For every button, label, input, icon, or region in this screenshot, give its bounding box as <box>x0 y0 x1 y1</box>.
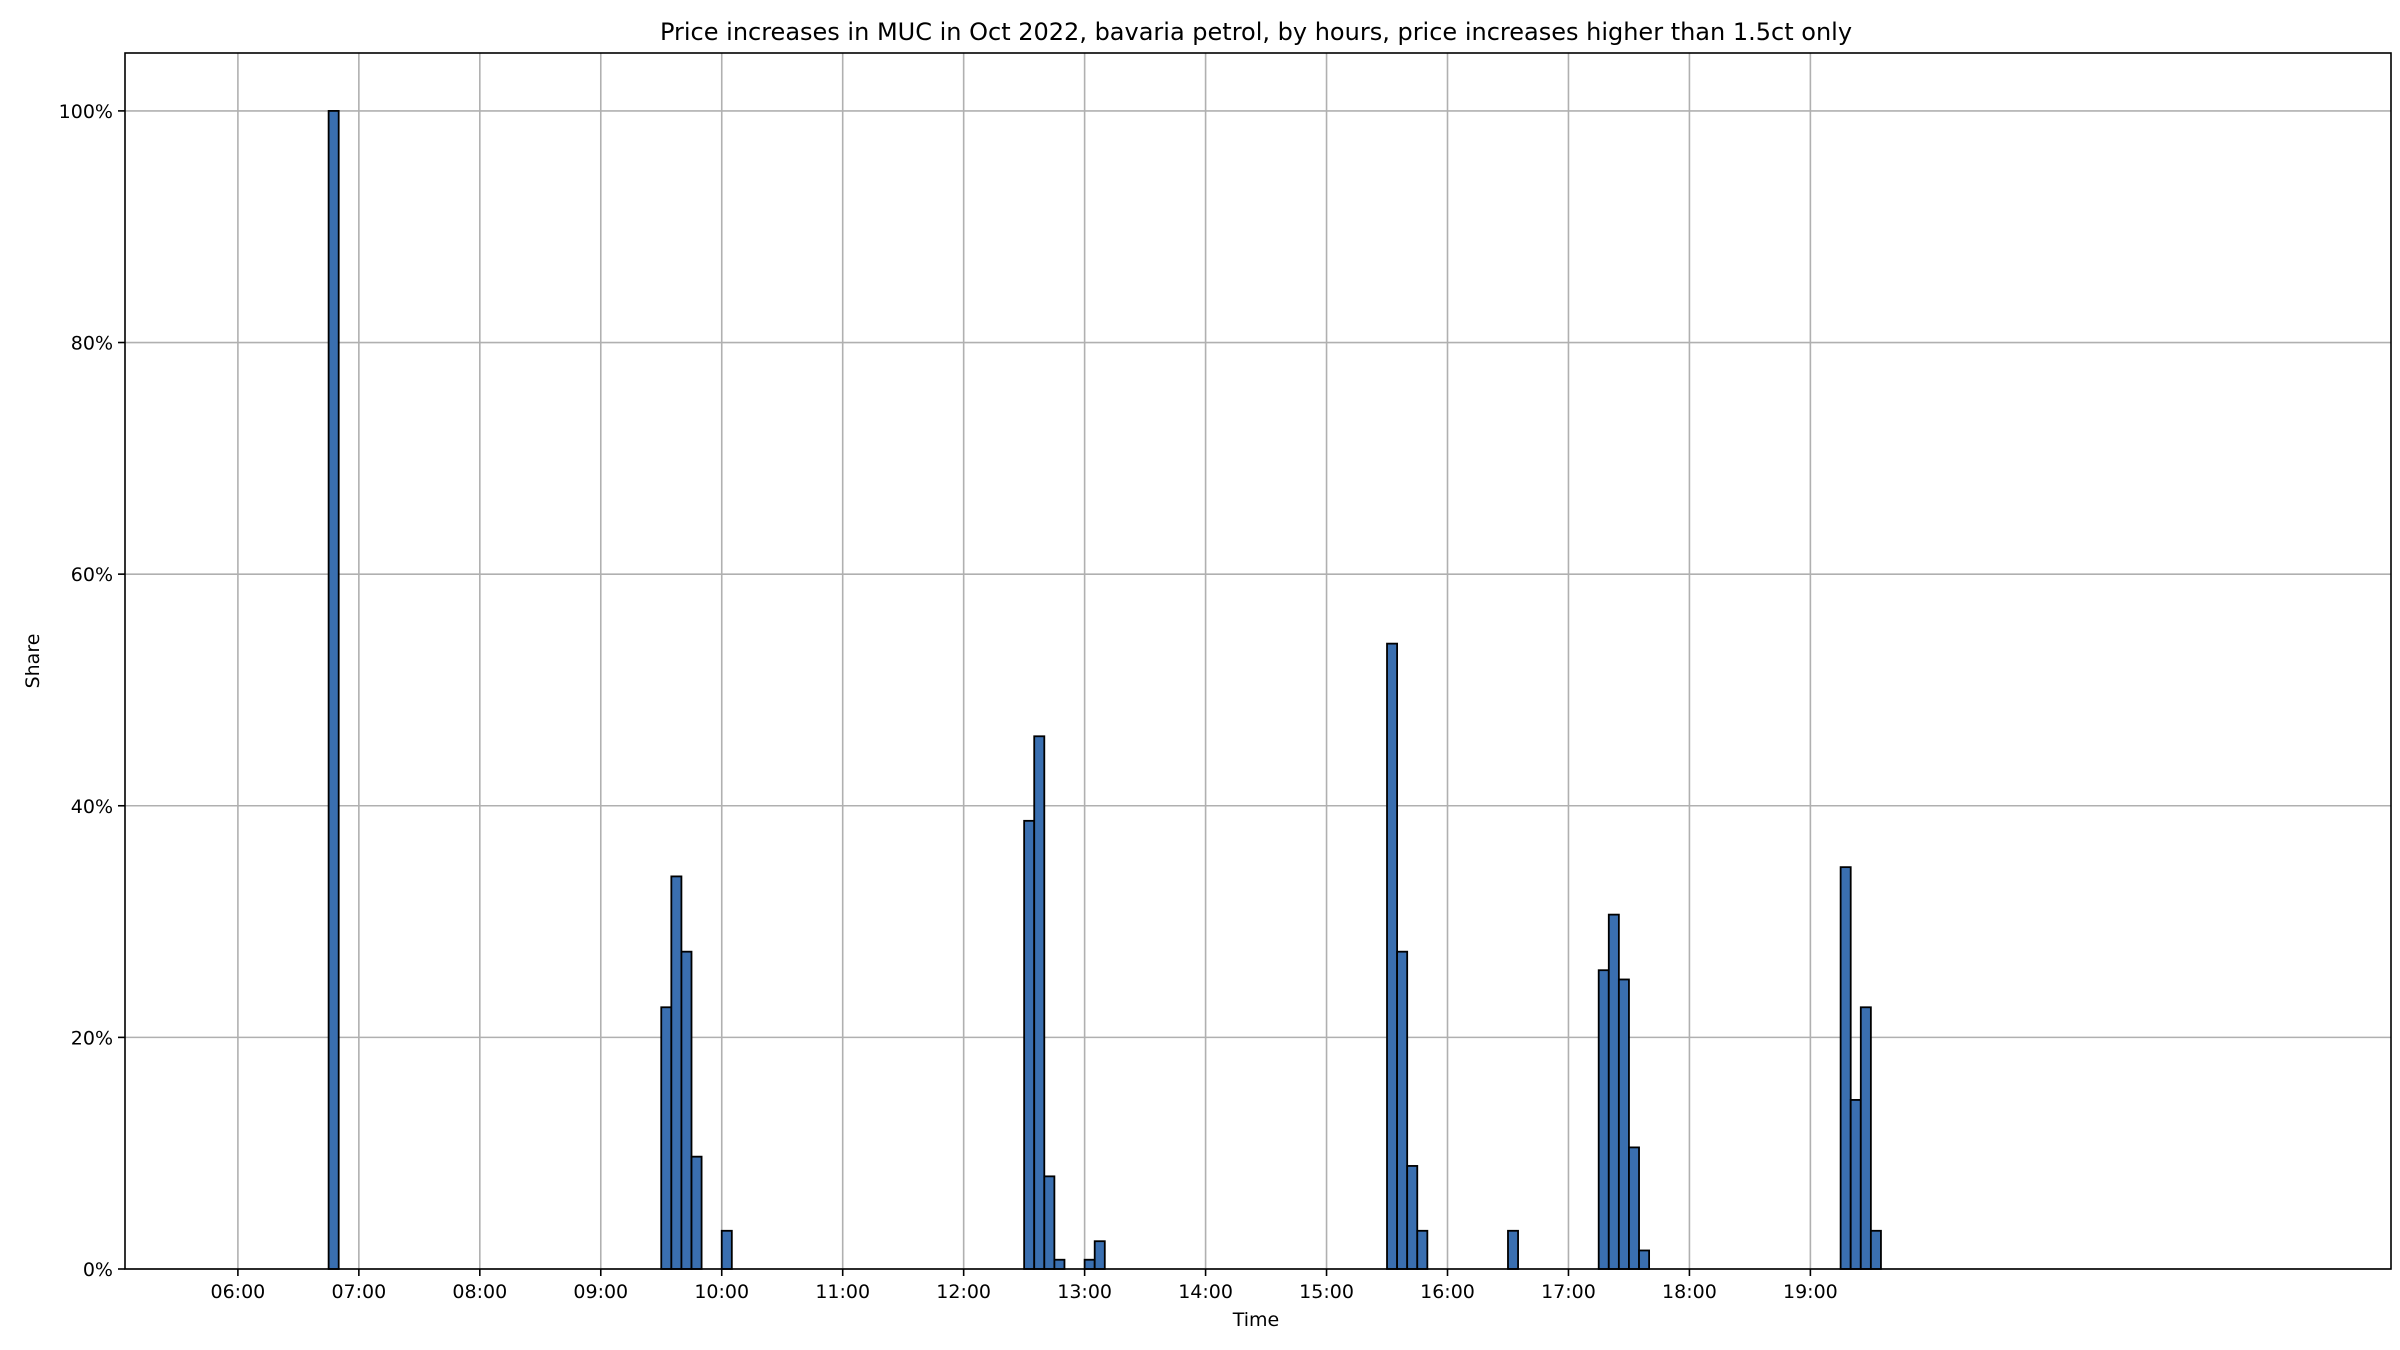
x-tick-label: 12:00 <box>936 1281 991 1303</box>
bar <box>1628 1146 1640 1270</box>
x-tick-label: 07:00 <box>331 1281 386 1303</box>
bar <box>1083 1258 1096 1270</box>
x-tick-label: 17:00 <box>1541 1281 1596 1303</box>
y-axis-label: Share <box>22 634 44 689</box>
x-axis-ticks: 06:00 07:00 08:00 09:00 10:00 11:00 12:00 13:00… <box>211 1269 1838 1303</box>
x-tick-label: 10:00 <box>694 1281 749 1303</box>
bar <box>1638 1249 1651 1270</box>
bar <box>1416 1229 1429 1270</box>
y-tick-label: 0% <box>83 1259 113 1281</box>
x-tick-label: 15:00 <box>1299 1281 1354 1303</box>
x-tick-label: 08:00 <box>452 1281 507 1303</box>
chart-title: Price increases in MUC in Oct 2022, bava… <box>660 18 1852 46</box>
y-tick-label: 80% <box>71 333 113 355</box>
bar <box>1053 1258 1066 1270</box>
bar <box>1396 950 1409 1270</box>
x-tick-label: 06:00 <box>211 1281 266 1303</box>
bar <box>1617 978 1630 1270</box>
x-tick-label: 19:00 <box>1783 1281 1838 1303</box>
bar <box>1859 1006 1872 1270</box>
x-tick-label: 11:00 <box>815 1281 870 1303</box>
bar <box>660 1006 673 1270</box>
x-tick-label: 18:00 <box>1662 1281 1717 1303</box>
x-tick-label: 16:00 <box>1420 1281 1475 1303</box>
bar <box>1043 1175 1056 1270</box>
bar <box>1093 1240 1106 1270</box>
y-tick-label: 60% <box>71 564 113 586</box>
plot-area-frame <box>124 52 2392 1270</box>
x-axis-label: Time <box>1232 1309 1280 1331</box>
bar <box>1597 969 1610 1270</box>
bar <box>1607 913 1620 1270</box>
bar <box>327 110 340 1270</box>
bar <box>1406 1165 1419 1270</box>
bar <box>1849 1099 1862 1270</box>
x-tick-label: 13:00 <box>1057 1281 1112 1303</box>
y-tick-label: 100% <box>59 101 113 123</box>
y-tick-label: 40% <box>71 796 113 818</box>
bar <box>670 875 683 1270</box>
bar <box>720 1229 733 1270</box>
bar <box>1839 866 1852 1270</box>
y-axis-ticks: 0% 20% 40% 60% 80% 100% <box>59 101 125 1281</box>
y-tick-label: 20% <box>71 1027 113 1049</box>
x-tick-label: 14:00 <box>1178 1281 1233 1303</box>
bars <box>327 110 1882 1270</box>
bar <box>680 950 693 1270</box>
bar <box>1507 1229 1519 1270</box>
x-tick-label: 09:00 <box>573 1281 628 1303</box>
bar <box>1386 642 1399 1270</box>
bar <box>1869 1229 1882 1270</box>
grid-lines <box>125 53 2391 1270</box>
bar <box>1023 819 1036 1270</box>
bar <box>1033 735 1046 1270</box>
bar <box>690 1155 703 1270</box>
